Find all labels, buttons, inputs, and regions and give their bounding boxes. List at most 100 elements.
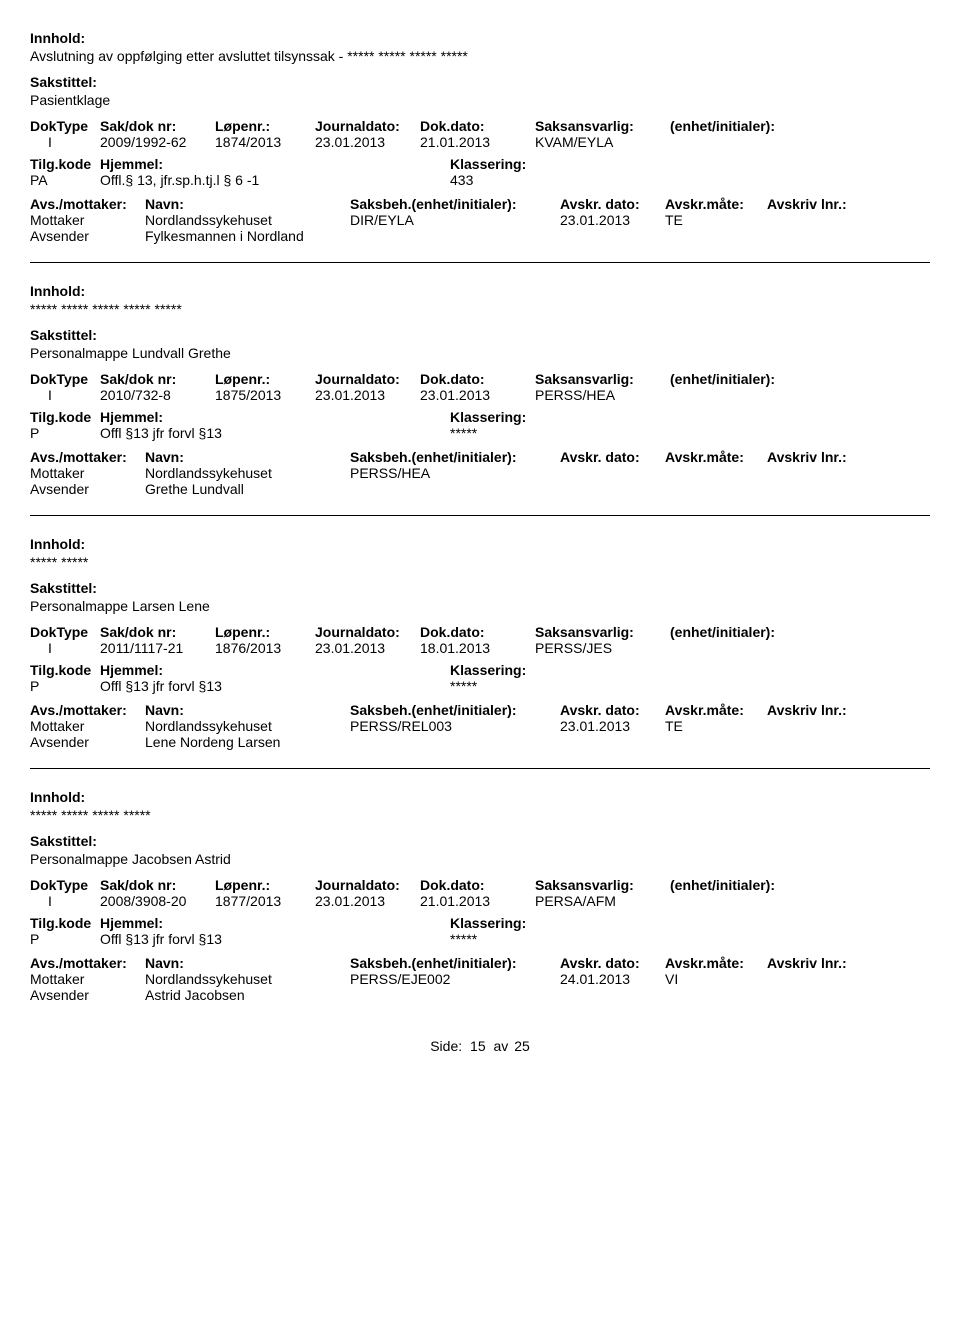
lopenr-value: 1876/2013	[215, 640, 315, 656]
mottaker-avlnr	[767, 465, 867, 481]
avsmottaker-header: Avs./mottaker:	[30, 702, 145, 718]
lopenr-header: Løpenr.:	[215, 371, 315, 387]
enhet-value	[670, 640, 820, 656]
avsender-label: Avsender	[30, 987, 145, 1003]
journal-record: Innhold: ***** ***** ***** ***** Sakstit…	[30, 789, 930, 1003]
sakstittel-value: Personalmappe Larsen Lene	[30, 598, 930, 614]
lopenr-header: Løpenr.:	[215, 118, 315, 134]
innhold-value: ***** *****	[30, 554, 930, 570]
sakstittel-label: Sakstittel:	[30, 833, 930, 849]
tilg-value-row: P Offl §13 jfr forvl §13 *****	[30, 931, 930, 947]
meta-header-row: DokType Sak/dok nr: Løpenr.: Journaldato…	[30, 118, 930, 134]
hjemmel-header: Hjemmel:	[100, 156, 320, 172]
avsender-avdato	[560, 481, 665, 497]
avsender-row: Avsender Fylkesmannen i Nordland	[30, 228, 930, 244]
lopenr-header: Løpenr.:	[215, 624, 315, 640]
saksbeh-header: Saksbeh.(enhet/initialer):	[350, 196, 560, 212]
dokdato-value: 23.01.2013	[420, 387, 535, 403]
avskrmate-header: Avskr.måte:	[665, 449, 767, 465]
saksansvarlig-header: Saksansvarlig:	[535, 118, 670, 134]
enhet-value	[670, 134, 820, 150]
meta-value-row: I 2011/1117-21 1876/2013 23.01.2013 18.0…	[30, 640, 930, 656]
lopenr-value: 1877/2013	[215, 893, 315, 909]
sakstittel-value: Personalmappe Lundvall Grethe	[30, 345, 930, 361]
avsmot-header-row: Avs./mottaker: Navn: Saksbeh.(enhet/init…	[30, 702, 930, 718]
klassering-header: Klassering:	[450, 156, 650, 172]
record-divider	[30, 262, 930, 263]
avsender-row: Avsender Grethe Lundvall	[30, 481, 930, 497]
tilgkode-header: Tilg.kode	[30, 409, 100, 425]
saksansvarlig-value: PERSA/AFM	[535, 893, 670, 909]
mottaker-avdato: 23.01.2013	[560, 718, 665, 734]
avsender-saksbeh	[350, 228, 560, 244]
innhold-label: Innhold:	[30, 30, 930, 46]
meta-header-row: DokType Sak/dok nr: Løpenr.: Journaldato…	[30, 877, 930, 893]
meta-header-row: DokType Sak/dok nr: Løpenr.: Journaldato…	[30, 624, 930, 640]
mottaker-avdato: 23.01.2013	[560, 212, 665, 228]
mottaker-avlnr	[767, 212, 867, 228]
navn-header: Navn:	[145, 449, 350, 465]
avsmot-header-row: Avs./mottaker: Navn: Saksbeh.(enhet/init…	[30, 955, 930, 971]
enhet-value	[670, 387, 820, 403]
klassering-value: 433	[450, 172, 650, 188]
spacer	[320, 678, 450, 694]
avskrdato-header: Avskr. dato:	[560, 955, 665, 971]
journaldato-value: 23.01.2013	[315, 134, 420, 150]
tilg-header-row: Tilg.kode Hjemmel: Klassering:	[30, 156, 930, 172]
avsender-avdato	[560, 228, 665, 244]
avsender-label: Avsender	[30, 228, 145, 244]
avsender-label: Avsender	[30, 481, 145, 497]
saksansvarlig-value: KVAM/EYLA	[535, 134, 670, 150]
hjemmel-value: Offl §13 jfr forvl §13	[100, 678, 320, 694]
lopenr-header: Løpenr.:	[215, 877, 315, 893]
avsmottaker-header: Avs./mottaker:	[30, 955, 145, 971]
innhold-label: Innhold:	[30, 536, 930, 552]
mottaker-avdato: 24.01.2013	[560, 971, 665, 987]
meta-header-row: DokType Sak/dok nr: Løpenr.: Journaldato…	[30, 371, 930, 387]
sakstittel-value: Personalmappe Jacobsen Astrid	[30, 851, 930, 867]
innhold-label: Innhold:	[30, 283, 930, 299]
saksansvarlig-header: Saksansvarlig:	[535, 371, 670, 387]
navn-header: Navn:	[145, 702, 350, 718]
mottaker-row: Mottaker Nordlandssykehuset PERSS/HEA	[30, 465, 930, 481]
enhet-header: (enhet/initialer):	[670, 371, 820, 387]
saksbeh-header: Saksbeh.(enhet/initialer):	[350, 702, 560, 718]
hjemmel-header: Hjemmel:	[100, 915, 320, 931]
doktype-header: DokType	[30, 371, 100, 387]
avsmot-header-row: Avs./mottaker: Navn: Saksbeh.(enhet/init…	[30, 196, 930, 212]
saknr-header: Sak/dok nr:	[100, 118, 215, 134]
enhet-header: (enhet/initialer):	[670, 877, 820, 893]
mottaker-row: Mottaker Nordlandssykehuset PERSS/REL003…	[30, 718, 930, 734]
mottaker-label: Mottaker	[30, 465, 145, 481]
mottaker-avmate: TE	[665, 212, 767, 228]
saknr-value: 2011/1117-21	[100, 640, 215, 656]
avskrivlnr-header: Avskriv lnr.:	[767, 955, 867, 971]
dokdato-header: Dok.dato:	[420, 877, 535, 893]
innhold-value: ***** ***** ***** *****	[30, 807, 930, 823]
journaldato-value: 23.01.2013	[315, 640, 420, 656]
avsender-navn: Astrid Jacobsen	[145, 987, 350, 1003]
tilgkode-header: Tilg.kode	[30, 156, 100, 172]
klassering-header: Klassering:	[450, 915, 650, 931]
footer-side-label: Side:	[430, 1038, 462, 1054]
innhold-value: ***** ***** ***** ***** *****	[30, 301, 930, 317]
mottaker-avmate: VI	[665, 971, 767, 987]
avskrivlnr-header: Avskriv lnr.:	[767, 702, 867, 718]
mottaker-label: Mottaker	[30, 718, 145, 734]
klassering-header: Klassering:	[450, 662, 650, 678]
avsender-avlnr	[767, 734, 867, 750]
mottaker-navn: Nordlandssykehuset	[145, 212, 350, 228]
avskrmate-header: Avskr.måte:	[665, 955, 767, 971]
doktype-value: I	[30, 893, 100, 909]
journal-record: Innhold: ***** ***** Sakstittel: Persona…	[30, 536, 930, 750]
tilg-value-row: P Offl §13 jfr forvl §13 *****	[30, 425, 930, 441]
mottaker-navn: Nordlandssykehuset	[145, 971, 350, 987]
saknr-value: 2009/1992-62	[100, 134, 215, 150]
doktype-header: DokType	[30, 877, 100, 893]
avskrivlnr-header: Avskriv lnr.:	[767, 449, 867, 465]
meta-value-row: I 2010/732-8 1875/2013 23.01.2013 23.01.…	[30, 387, 930, 403]
innhold-label: Innhold:	[30, 789, 930, 805]
spacer	[320, 172, 450, 188]
page-footer: Side: 15 av 25	[30, 1038, 930, 1054]
mottaker-navn: Nordlandssykehuset	[145, 718, 350, 734]
